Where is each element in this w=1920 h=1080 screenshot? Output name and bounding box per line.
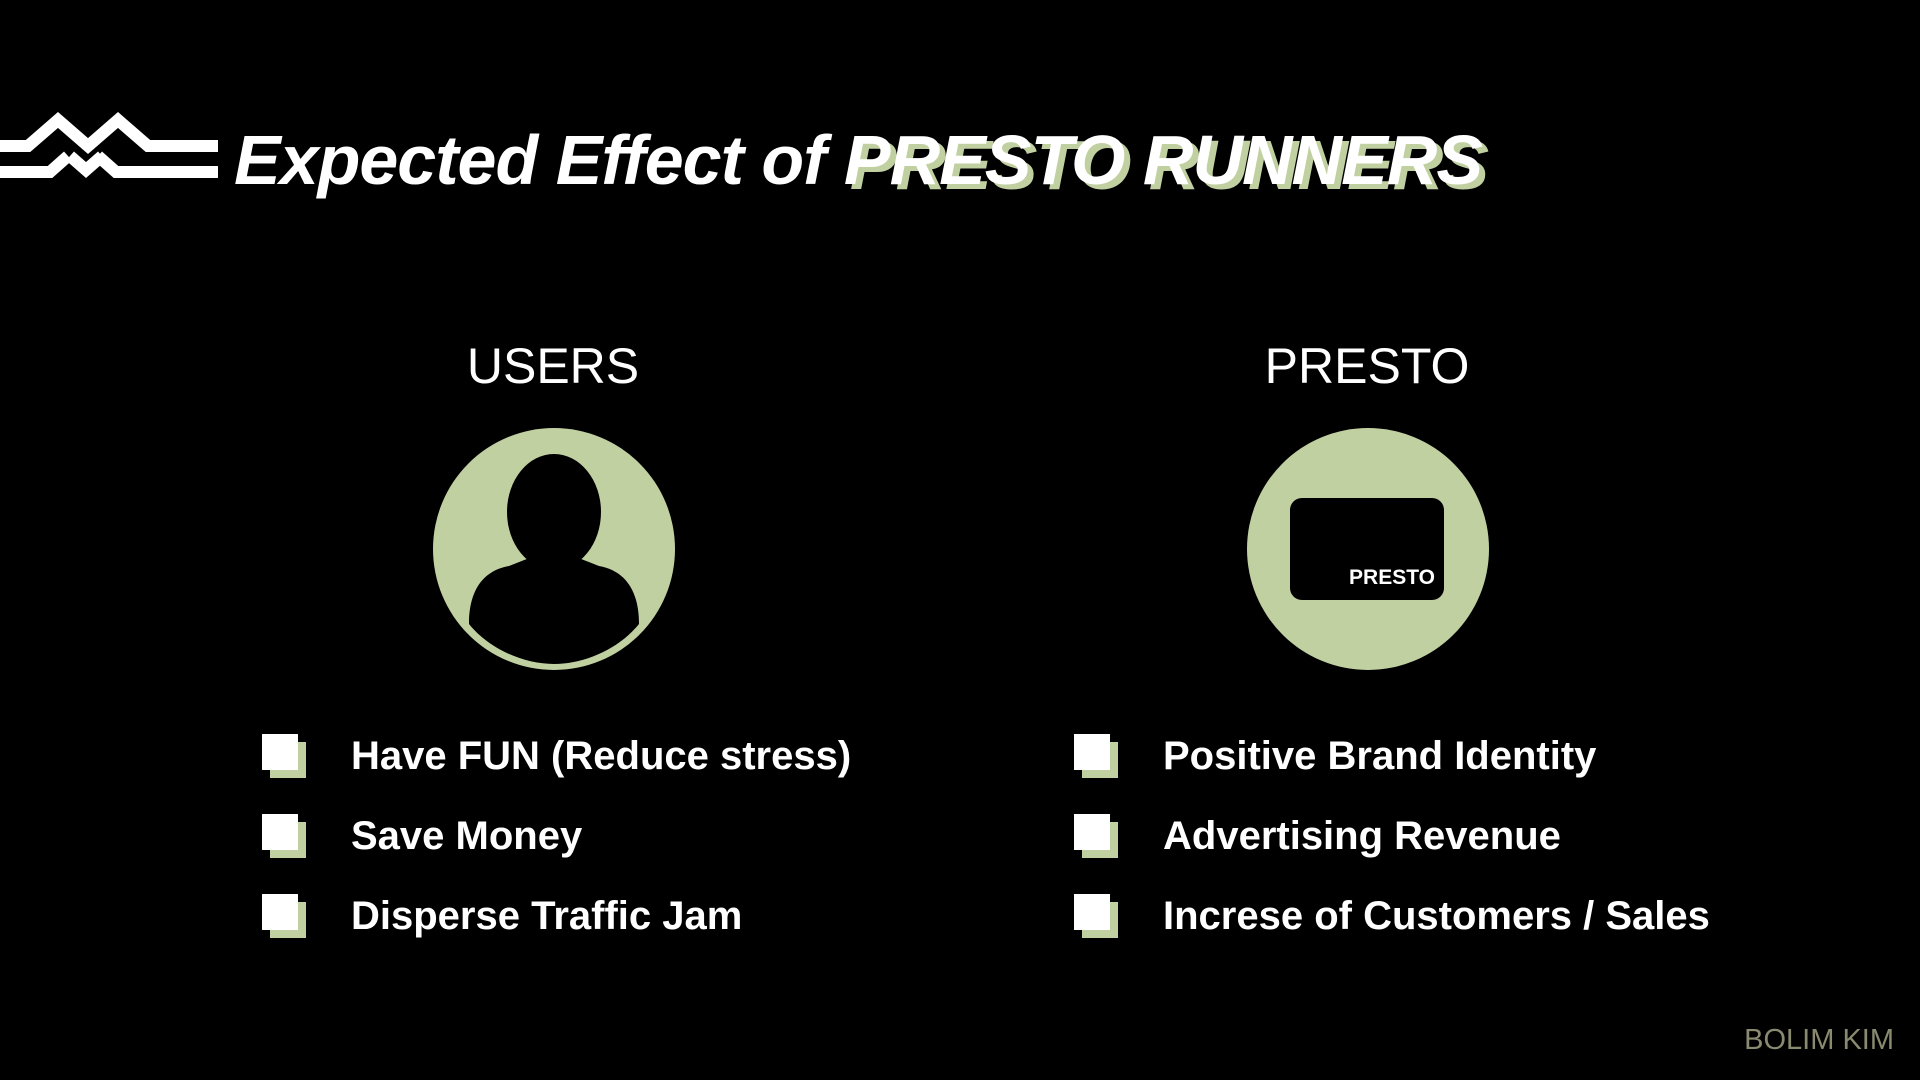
- checkbox-icon: [1074, 894, 1118, 938]
- author-credit: BOLIM KIM: [1744, 1024, 1894, 1056]
- list-item-label: Advertising Revenue: [1163, 814, 1561, 858]
- presto-card-label: PRESTO: [1349, 566, 1435, 589]
- presto-icon-circle: PRESTO: [1247, 428, 1489, 670]
- list-item-label: Disperse Traffic Jam: [351, 894, 743, 938]
- list-item-label: Increse of Customers / Sales: [1163, 894, 1710, 938]
- checkbox-icon: [262, 734, 306, 778]
- checkbox-icon: [262, 894, 306, 938]
- list-item-label: Have FUN (Reduce stress): [351, 734, 852, 778]
- checkbox-icon: [262, 814, 306, 858]
- slide-title: Expected Effect of PRESTO RUNNERS: [234, 118, 1483, 202]
- list-item-label: Save Money: [351, 814, 583, 858]
- checkbox-icon: [1074, 734, 1118, 778]
- person-icon: [469, 454, 639, 664]
- title-accent: PRESTO RUNNERS: [843, 121, 1483, 199]
- presto-column-title: PRESTO: [1264, 338, 1470, 394]
- presto-card-icon: PRESTO: [1290, 498, 1444, 600]
- checkbox-icon: [1074, 814, 1118, 858]
- users-column-title: USERS: [466, 338, 640, 394]
- users-icon-circle: [433, 428, 675, 670]
- list-item-label: Positive Brand Identity: [1163, 734, 1597, 778]
- zigzag-lines-logo: [0, 112, 218, 178]
- title-prefix: Expected Effect of: [234, 121, 844, 199]
